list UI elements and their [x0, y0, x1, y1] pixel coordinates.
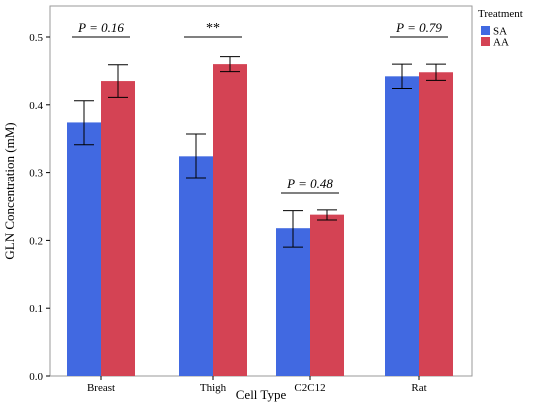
x-tick-label-rat: Rat: [411, 382, 426, 394]
y-tick-label: 0.3: [29, 168, 43, 180]
bar-sa-thigh: [179, 156, 213, 376]
bar-sa-breast: [67, 122, 101, 376]
y-tick-label: 0.1: [29, 303, 43, 315]
error-bar-aa-c2c12: [317, 209, 337, 221]
bar-aa-c2c12: [310, 214, 344, 376]
annotations-group: P = 0.16 ** P = 0.48 P = 0.79: [72, 20, 448, 194]
error-bar-aa-rat: [426, 63, 446, 81]
error-bar-sa-c2c12: [283, 210, 303, 248]
bars-group: [67, 64, 453, 377]
y-tick-label: 0.2: [29, 235, 43, 247]
significance-annotation-rat: P = 0.79: [390, 20, 448, 38]
legend-title: Treatment: [478, 8, 523, 20]
significance-annotation-breast: P = 0.16: [72, 20, 130, 38]
bar-sa-c2c12: [276, 228, 310, 376]
y-tick-label: 0.0: [29, 371, 43, 383]
error-bar-aa-breast: [108, 64, 128, 98]
plot-frame: [49, 5, 473, 377]
x-tick-label-c2c12: C2C12: [294, 382, 325, 394]
significance-annotation-c2c12: P = 0.48: [281, 176, 339, 194]
y-axis-ticks: 0.0 0.1 0.2 0.3 0.4 0.5: [29, 32, 50, 383]
bar-aa-thigh: [213, 64, 247, 377]
significance-label: P = 0.16: [77, 20, 124, 35]
bar-aa-rat: [419, 72, 453, 377]
error-bar-sa-rat: [392, 63, 412, 90]
error-bar-aa-thigh: [220, 56, 240, 73]
legend-swatch-sa: [481, 26, 490, 35]
significance-label: **: [206, 21, 220, 36]
x-axis-title: Cell Type: [236, 387, 287, 402]
error-bars-group: [74, 56, 446, 248]
significance-annotation-thigh: **: [184, 21, 242, 38]
error-bar-sa-breast: [74, 100, 94, 146]
legend-label-aa: AA: [493, 37, 509, 49]
x-tick-label-breast: Breast: [87, 382, 115, 394]
legend-label-sa: SA: [493, 26, 507, 38]
significance-label: P = 0.48: [286, 176, 333, 191]
x-tick-label-thigh: Thigh: [200, 382, 227, 394]
significance-label: P = 0.79: [395, 20, 442, 35]
y-tick-label: 0.4: [29, 100, 43, 112]
bar-sa-rat: [385, 76, 419, 376]
x-axis-ticks: Breast Thigh C2C12 Rat: [87, 376, 427, 394]
legend-swatch-aa: [481, 37, 490, 46]
bar-aa-breast: [101, 81, 135, 376]
y-axis-title: GLN Concentration (mM): [2, 122, 17, 259]
error-bar-sa-thigh: [186, 133, 206, 179]
y-tick-label: 0.5: [29, 32, 43, 44]
